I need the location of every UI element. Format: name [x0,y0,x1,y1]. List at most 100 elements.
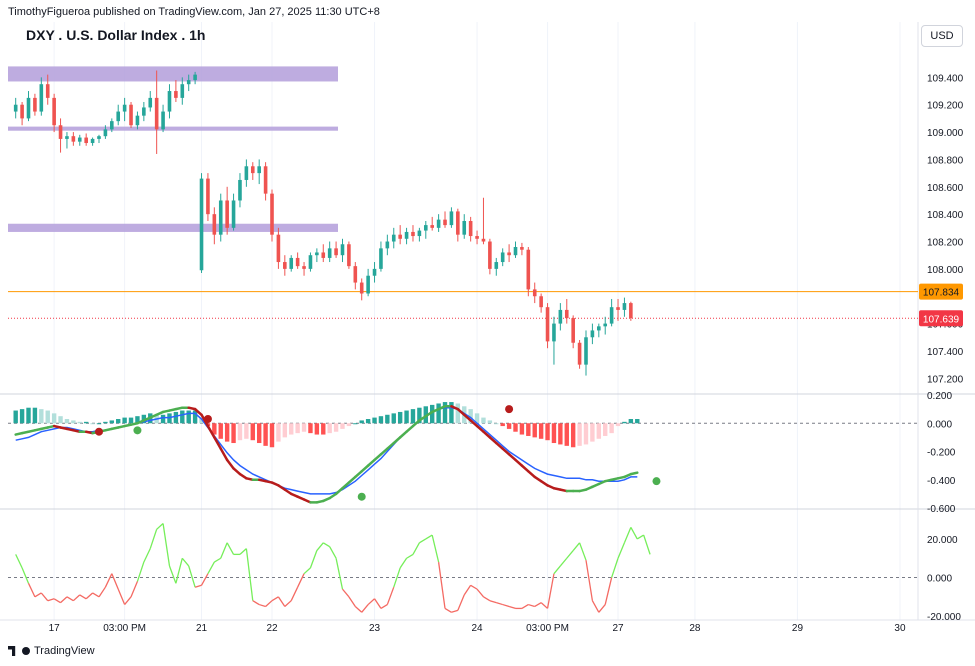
osc-line-segment [578,542,587,561]
signal-line-segment [629,471,639,476]
candle-body [500,252,505,263]
price-tick-label: 108.000 [927,265,964,276]
candle-body [193,74,197,81]
candle-body [462,221,467,235]
candle-body [218,200,223,235]
candle-body [436,219,441,228]
macd-histogram-bar [263,423,268,446]
x-tick-label: 22 [266,623,278,634]
osc-line-segment [521,604,529,609]
macd-histogram-bar [378,416,384,424]
x-tick-label: 30 [894,623,906,634]
macd-histogram-bar [122,417,127,424]
macd-histogram-bar [160,414,166,424]
signal-line-segment [232,467,242,476]
candle-body [212,214,217,235]
osc-line-segment [329,546,337,559]
osc-line-segment [259,603,266,608]
signal-line-segment [501,447,511,456]
osc-line-segment [136,561,145,582]
signal-line-segment [341,481,351,490]
signal-line-segment [283,488,293,496]
osc-line-segment [425,534,433,540]
macd-histogram-bar [481,417,486,424]
signal-line-segment [354,470,363,479]
macd-histogram-bar [526,423,531,436]
macd-histogram-bar [26,407,31,424]
osc-line-segment [399,557,408,569]
osc-line-segment [412,542,420,555]
macd-histogram-bar [276,423,281,442]
currency-button[interactable]: USD [921,25,963,47]
candle-body [481,238,486,242]
macd-histogram-bar [269,423,275,448]
macd-histogram-bar [545,423,550,441]
macd-histogram-bar [39,409,44,424]
osc-line-segment [611,558,619,578]
osc-line-segment [559,557,568,567]
macd-histogram-bar [224,423,230,442]
osc-line-segment [380,604,388,609]
macd-histogram-bar [391,413,396,424]
macd-histogram-bar [231,423,236,444]
chart-title: DXY . U.S. Dollar Index . 1h [26,27,206,43]
signal-line-segment [424,410,434,418]
candle-body [129,104,133,126]
osc-line-segment [566,550,574,559]
macd-histogram-bar [327,423,332,434]
osc-line-segment [406,553,414,559]
candle-body [20,104,24,119]
candle-body [154,97,159,130]
osc-line-segment [508,605,516,610]
macd-histogram-bar [109,420,115,424]
macd-histogram-bar [449,402,454,424]
signal-line-segment [405,424,415,433]
candle-body [334,248,338,256]
osc-line-segment [297,573,305,588]
macd-histogram-bar [353,423,358,425]
candle-body [174,91,178,98]
osc-line-segment [149,529,158,549]
macd-histogram-bar [256,423,262,444]
macd-histogram-bar [58,416,63,424]
osc-line-segment [111,573,119,590]
osc-line-segment [104,573,113,588]
macd-histogram-bar [596,423,602,439]
x-tick-label: 27 [612,623,624,634]
osc-tick-label: 0.000 [927,574,952,585]
osc-line-segment [226,542,235,555]
macd-histogram-bar [346,423,352,427]
osc-line-segment [361,604,369,613]
candle-body [308,255,313,269]
candle-body [238,179,242,201]
osc-line-segment [572,542,581,551]
osc-line-segment [451,609,459,613]
osc-line-segment [162,523,171,567]
candle-body [231,200,236,228]
osc-line-segment [598,604,606,613]
candle-body [629,303,633,319]
macd-histogram-bar [13,410,18,424]
signal-line-segment [277,484,287,491]
macd-histogram-bar [199,417,204,424]
candle-body [385,241,390,249]
signal-line-segment [469,419,479,428]
osc-line-segment [386,586,395,605]
candle-body [167,91,172,112]
macd-histogram-bar [506,423,512,429]
candle-body [289,257,294,269]
macd-histogram-bar [635,419,640,424]
macd-histogram-bar [442,402,448,424]
candle-body [33,97,37,112]
macd-tick-label: -0.200 [927,448,956,459]
candle-body [488,241,492,269]
candle-body [430,225,435,228]
macd-histogram-bar [628,419,634,424]
macd-histogram-bar [417,407,422,424]
osc-line-segment [489,600,497,604]
signal-line-segment [213,436,222,450]
candle-body [468,221,473,237]
signal-line-segment [520,464,530,473]
osc-line-segment [585,560,594,601]
